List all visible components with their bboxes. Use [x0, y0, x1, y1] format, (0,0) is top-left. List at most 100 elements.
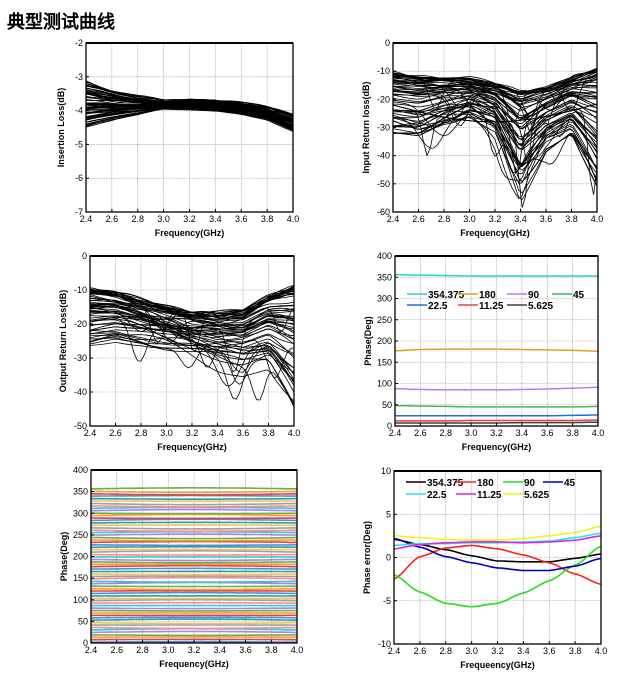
phase-state-line [91, 545, 297, 549]
x-tick-label: 2.4 [80, 214, 93, 224]
x-tick-label: 2.8 [136, 645, 149, 655]
trace-line [90, 310, 294, 341]
x-tick-label: 3.4 [213, 645, 226, 655]
traces [90, 284, 294, 408]
x-tick-label: 3.6 [235, 214, 248, 224]
x-tick-label: 2.4 [387, 214, 400, 224]
trace-line [393, 81, 597, 139]
x-axis-label: Frequency(GHz) [157, 442, 227, 452]
y-tick-label: 100 [73, 595, 88, 605]
phase-state-line [91, 502, 297, 506]
legend-label: 180 [479, 290, 496, 301]
x-tick-label: 2.8 [135, 428, 148, 438]
phase-state-line [91, 521, 297, 524]
trace-line [90, 338, 294, 405]
y-axis-label: Phase(Deg) [59, 532, 69, 582]
phase-state-line [91, 573, 297, 576]
x-tick-label: 2.4 [388, 646, 401, 656]
x-tick-label: 3.2 [188, 645, 201, 655]
phase-state-line [91, 549, 297, 553]
x-axis-label: Frequency(GHz) [462, 442, 532, 452]
y-tick-label: -20 [74, 319, 87, 329]
y-tick-label: 50 [382, 400, 392, 410]
legend-label: 22.5 [428, 301, 448, 312]
trace-line [86, 80, 293, 120]
y-tick-label: 0 [83, 638, 88, 648]
phase-state-line [91, 616, 297, 619]
trace-line [90, 291, 294, 320]
y-axis-label: Phase(Deg) [363, 316, 373, 366]
legend-label: 5.625 [528, 301, 553, 312]
x-tick-label: 4.0 [591, 214, 604, 224]
phase-state-line [91, 533, 297, 536]
trace-line [393, 110, 597, 181]
phase-state-line [91, 505, 297, 508]
x-tick-label: 3.4 [516, 428, 529, 438]
trace-line [393, 69, 597, 123]
y-tick-label: 350 [377, 272, 392, 282]
x-tick-label: 3.6 [541, 428, 554, 438]
trace-line [393, 113, 597, 166]
traces [86, 80, 293, 132]
trace-line [90, 336, 294, 405]
chart-phase-states: 2.4 2.6 2.8 3.0 3.2 3.4 3.6 3.8 4.0 400 350 300 250 2… [363, 251, 604, 452]
series-line-180 [395, 348, 598, 352]
x-tick-label: 3.2 [489, 214, 502, 224]
chart-phase-all-states: 2.4 2.6 2.8 3.0 3.2 3.4 3.6 3.8 4.0 400 350 300 250 2… [59, 465, 303, 669]
trace-line [86, 104, 293, 123]
x-tick-label: 3.8 [565, 214, 578, 224]
notch-trace [393, 104, 597, 195]
phase-state-line [91, 553, 297, 556]
trace-line [393, 85, 597, 120]
y-tick-label: 10 [381, 466, 391, 476]
chart-input-return-loss: 2.4 2.6 2.8 3.0 3.2 3.4 3.6 3.8 4.0 0 -10 -20 -30 -40… [361, 38, 603, 238]
chart-phase-error: 2.4 2.6 2.8 3.0 3.2 3.4 3.6 3.8 4.0 10 5 0 -5 -10 Freq… [362, 466, 607, 670]
x-tick-label: 2.6 [414, 646, 427, 656]
grid [86, 43, 293, 212]
trace-line [90, 305, 294, 330]
series-line-11.25 [395, 419, 598, 422]
series-line-354.375 [394, 538, 601, 563]
y-axis-label: Phase error(Deg) [362, 521, 372, 594]
legend-label: 90 [524, 478, 536, 489]
y-tick-label: -30 [377, 123, 390, 133]
legend-label: 180 [477, 478, 494, 489]
trace-line [90, 322, 294, 373]
phase-state-line [91, 486, 297, 490]
y-tick-label: -50 [74, 421, 87, 431]
series-line-354.375 [395, 273, 598, 277]
legend-label: 354.375 [427, 478, 464, 489]
trace-line [90, 292, 294, 317]
traces [91, 486, 297, 643]
y-tick-label: -50 [377, 179, 390, 189]
y-tick-label: -5 [383, 596, 391, 606]
series-line-5.625 [394, 525, 601, 541]
x-tick-label: 2.6 [109, 428, 122, 438]
phase-state-line [91, 587, 297, 591]
trace-line [393, 102, 597, 171]
trace-line [90, 310, 294, 336]
y-tick-label: -40 [377, 151, 390, 161]
trace-line [90, 298, 294, 321]
trace-line [90, 299, 294, 326]
y-tick-label: 150 [73, 573, 88, 583]
phase-state-line [91, 585, 297, 588]
traces [393, 67, 597, 208]
y-tick-label: -7 [75, 207, 83, 217]
x-tick-label: 3.2 [491, 646, 504, 656]
legend-label: 354.375 [428, 290, 465, 301]
trace-line [90, 299, 294, 327]
trace-line [90, 287, 294, 344]
series-line-45 [395, 404, 598, 408]
y-tick-label: 100 [377, 379, 392, 389]
x-tick-label: 3.0 [160, 428, 173, 438]
page-title: 典型测试曲线 [7, 12, 115, 33]
x-tick-label: 2.6 [412, 214, 425, 224]
phase-state-line [91, 601, 297, 604]
x-tick-label: 2.8 [439, 646, 452, 656]
x-tick-label: 2.4 [85, 645, 98, 655]
legend: 354.375 180 90 45 22.5 11.25 5.625 [407, 290, 585, 312]
legend-label: 45 [564, 478, 576, 489]
x-tick-label: 2.6 [414, 428, 427, 438]
trace-line [86, 101, 293, 119]
